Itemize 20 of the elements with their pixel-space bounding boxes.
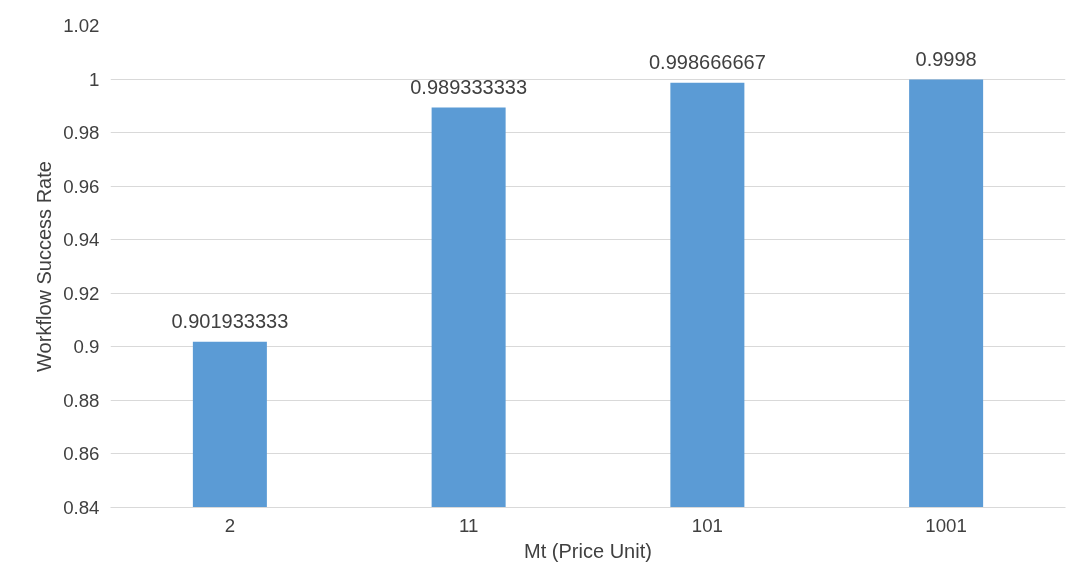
data-label: 0.901933333	[171, 309, 289, 332]
data-label: 0.9998	[915, 47, 977, 70]
y-tick-label: 1	[89, 68, 100, 90]
data-label: 0.989333333	[410, 75, 528, 98]
x-tick-label: 101	[691, 514, 723, 536]
y-tick-label: 1.02	[63, 15, 100, 36]
y-tick-label: 0.92	[63, 282, 100, 304]
y-tick-label: 0.84	[63, 497, 100, 518]
x-tick-label: 11	[458, 514, 479, 536]
x-axis-title: Mt (Price Unit)	[524, 539, 652, 562]
y-tick-label: 0.9	[73, 336, 100, 358]
y-tick-label: 0.88	[63, 389, 100, 411]
y-axis-title: Workflow Success Rate	[33, 161, 56, 372]
y-tick-label: 0.96	[63, 175, 100, 197]
data-label: 0.998666667	[648, 50, 766, 73]
y-tick-label: 0.94	[63, 229, 100, 251]
x-tick-label: 2	[224, 514, 236, 536]
y-tick-label: 0.86	[63, 443, 100, 465]
x-tick-label: 1001	[925, 514, 967, 536]
y-tick-label: 0.98	[63, 122, 100, 144]
